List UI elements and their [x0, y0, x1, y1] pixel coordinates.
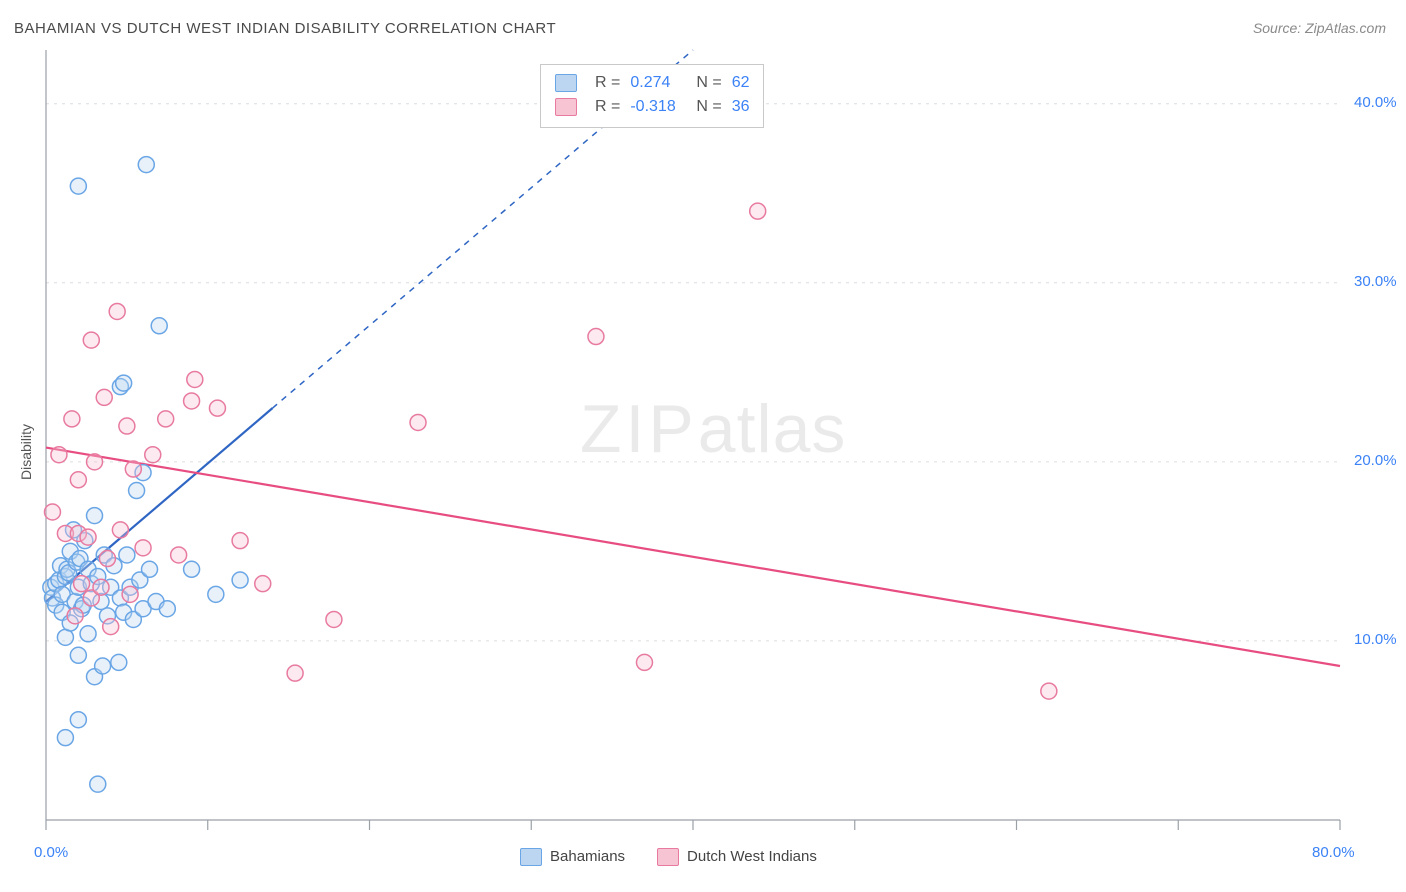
- n-value: 62: [732, 71, 750, 95]
- n-label: N =: [696, 71, 721, 95]
- r-value: -0.318: [630, 95, 686, 119]
- axis-tick-label: 30.0%: [1354, 273, 1397, 290]
- axis-tick-label: 20.0%: [1354, 452, 1397, 469]
- axis-tick-label: 0.0%: [34, 844, 68, 861]
- swatch-icon: [520, 848, 542, 866]
- rn-row: R = -0.318 N = 36: [555, 95, 749, 119]
- series-legend: Bahamians Dutch West Indians: [520, 848, 817, 866]
- legend-item: Bahamians: [520, 848, 625, 866]
- axis-tick-label: 40.0%: [1354, 94, 1397, 111]
- swatch-icon: [657, 848, 679, 866]
- rn-legend-box: R = 0.274 N = 62 R = -0.318 N = 36: [540, 64, 764, 128]
- r-label: R =: [595, 71, 620, 95]
- correlation-scatter-chart: [0, 0, 1406, 892]
- axis-tick-label: 80.0%: [1312, 844, 1355, 861]
- rn-row: R = 0.274 N = 62: [555, 71, 749, 95]
- r-label: R =: [595, 95, 620, 119]
- legend-label: Dutch West Indians: [687, 848, 817, 865]
- axis-tick-label: 10.0%: [1354, 631, 1397, 648]
- legend-item: Dutch West Indians: [657, 848, 817, 866]
- legend-label: Bahamians: [550, 848, 625, 865]
- swatch-icon: [555, 74, 577, 92]
- n-value: 36: [732, 95, 750, 119]
- swatch-icon: [555, 98, 577, 116]
- n-label: N =: [696, 95, 721, 119]
- r-value: 0.274: [630, 71, 686, 95]
